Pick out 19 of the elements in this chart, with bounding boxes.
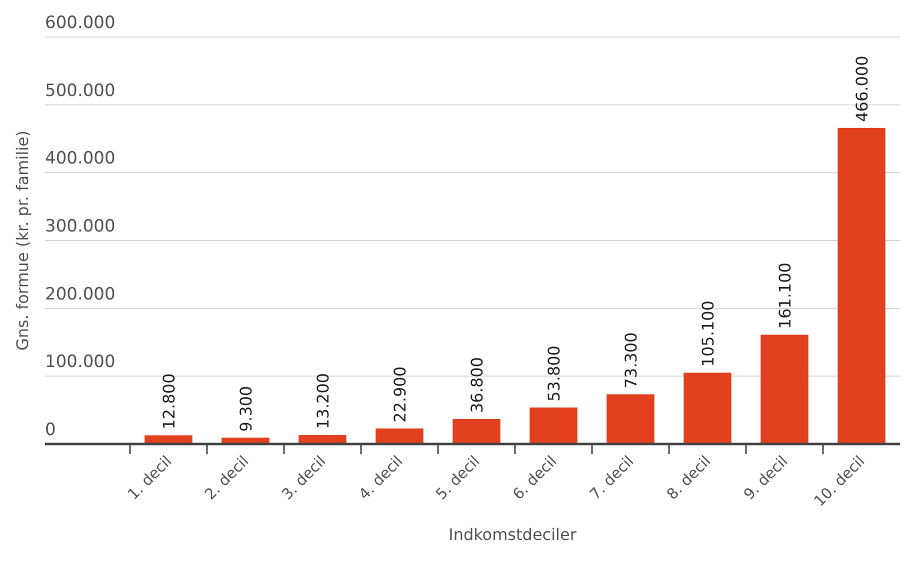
y-tick-label: 600.000 <box>45 13 116 33</box>
data-label: 12.800 <box>160 373 178 430</box>
y-tick-label: 300.000 <box>45 216 116 236</box>
data-label: 9.300 <box>236 386 256 432</box>
y-axis-title: Gns. formue (kr. pr. familie) <box>13 130 32 351</box>
data-label: 105.100 <box>698 300 718 367</box>
data-label: 22.900 <box>390 366 410 422</box>
data-label: 161.100 <box>776 262 794 329</box>
y-tick-label: 400.000 <box>45 148 116 169</box>
data-label: 466.000 <box>852 56 872 122</box>
y-tick-label: 100.000 <box>45 352 116 372</box>
y-tick-label: 0 <box>45 420 56 440</box>
data-label: 13.200 <box>314 373 332 430</box>
data-label: 53.800 <box>544 346 564 402</box>
x-axis-title: Indkomstdeciler <box>448 525 577 544</box>
y-tick-label: 500.000 <box>45 80 116 101</box>
data-label: 36.800 <box>468 357 486 414</box>
data-label: 73.300 <box>622 332 640 388</box>
y-tick-label: 200.000 <box>45 284 116 304</box>
